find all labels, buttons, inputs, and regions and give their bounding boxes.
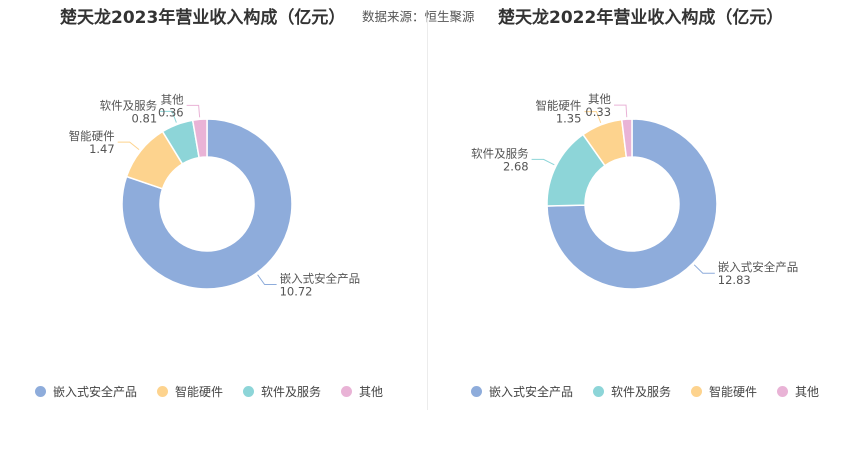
legend-label: 其他 [359,385,384,399]
legend-label: 智能硬件 [175,385,224,399]
legend-marker [341,386,353,397]
legend-marker [777,386,789,397]
slice-0-0[interactable] [121,118,293,290]
legend-item-0-1[interactable]: 智能硬件 [157,383,223,400]
slice-0-3[interactable] [191,118,208,159]
legend-marker [35,386,46,397]
slice-label-1-0: 嵌入式安全产品 [718,260,799,274]
legend-marker [471,386,482,397]
legend-2022: 嵌入式安全产品 软件及服务 智能硬件 其他 [471,383,819,400]
legend-label: 软件及服务 [611,385,672,399]
slice-label-0-3: 其他 [161,92,184,106]
slice-label-1-3: 其他 [588,92,611,106]
chart-title-2022: 楚天龙2022年营业收入构成（亿元） [498,8,784,28]
slice-value-1-3: 0.33 [585,105,611,119]
slice-value-0-2: 0.81 [132,111,158,125]
legend-label: 软件及服务 [261,385,322,399]
legend-label: 智能硬件 [709,385,758,399]
legend-marker [691,386,703,397]
slice-label-0-0: 嵌入式安全产品 [280,272,361,286]
legend-2023: 嵌入式安全产品 智能硬件 软件及服务 其他 [35,383,383,400]
slice-value-0-0: 10.72 [280,285,313,299]
legend-item-0-0[interactable]: 嵌入式安全产品 [35,383,137,400]
legend-marker [593,386,605,397]
slice-label-1-2: 智能硬件 [535,99,581,113]
legend-item-0-2[interactable]: 软件及服务 [243,383,321,400]
legend-marker [243,386,255,397]
panel-divider [427,18,428,410]
slice-label-1-1: 软件及服务 [471,146,529,160]
legend-item-1-3[interactable]: 其他 [777,383,819,400]
leader-line-0-0 [257,274,277,286]
leader-line-0-2 [160,110,177,123]
data-source-note: 数据来源：恒生聚源 [362,9,475,24]
legend-item-0-3[interactable]: 其他 [341,383,383,400]
leader-line-0-1 [117,141,140,151]
leader-line-1-1 [531,158,555,166]
slice-1-3[interactable] [620,118,633,159]
legend-item-1-0[interactable]: 嵌入式安全产品 [471,383,573,400]
leader-line-1-0 [693,264,715,274]
slice-1-0[interactable] [546,118,718,290]
slice-label-0-1: 智能硬件 [69,129,115,143]
leader-line-1-2 [584,111,602,123]
legend-marker [157,386,169,397]
slice-value-1-2: 1.35 [556,112,582,126]
slice-value-0-3: 0.36 [158,105,184,119]
slice-value-1-1: 2.68 [503,159,529,173]
leader-line-1-3 [614,104,628,118]
legend-item-1-2[interactable]: 智能硬件 [691,383,757,400]
slice-value-0-1: 1.47 [89,142,115,156]
legend-label: 其他 [795,385,820,399]
chart-title-2023: 楚天龙2023年营业收入构成（亿元） [60,8,346,28]
legend-item-1-1[interactable]: 软件及服务 [593,383,671,400]
legend-label: 嵌入式安全产品 [53,385,138,399]
slice-label-0-2: 软件及服务 [100,98,158,112]
legend-label: 嵌入式安全产品 [489,385,574,399]
leader-line-0-3 [186,104,201,118]
slice-value-1-0: 12.83 [718,273,751,287]
